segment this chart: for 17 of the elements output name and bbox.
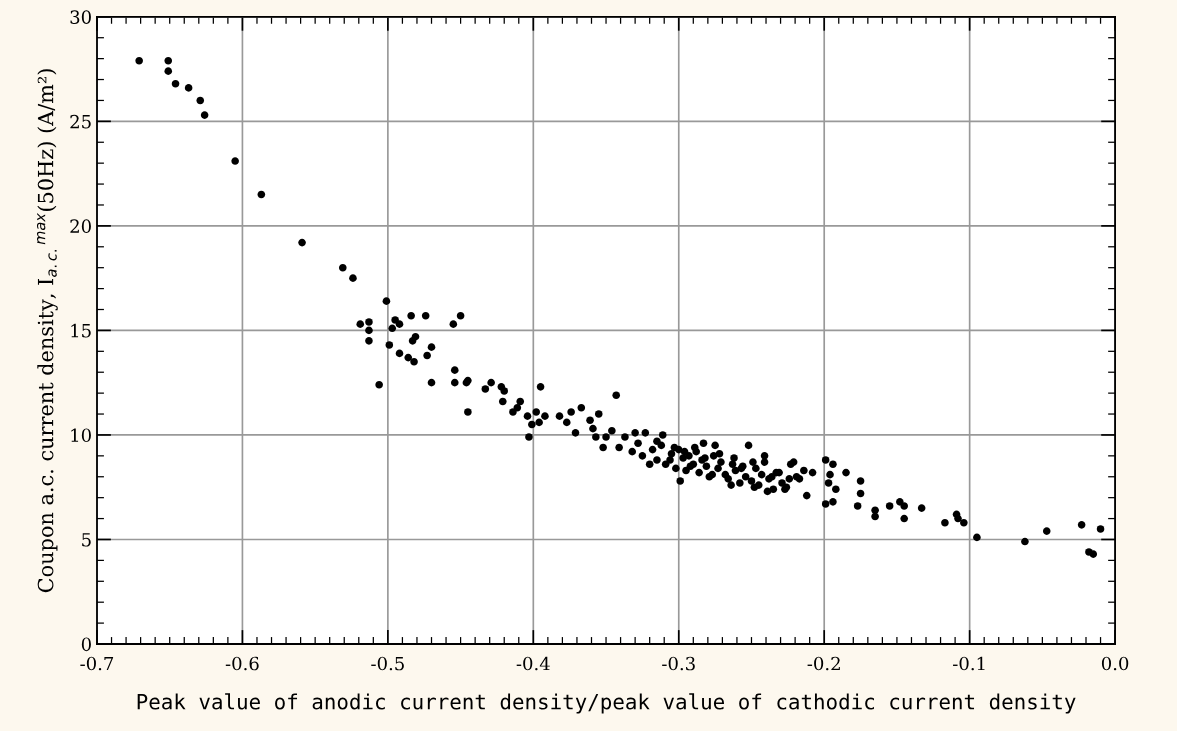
y-tick-label: 30 bbox=[70, 10, 91, 24]
x-tick-label: -0.7 bbox=[80, 656, 114, 671]
y-tick-label: 0 bbox=[81, 637, 91, 652]
x-tick-label: -0.6 bbox=[225, 656, 259, 671]
y-axis-title: Coupon a.c. current density, I$_{a.c.}$$^{max}$(50Hz) (A/m²) bbox=[37, 69, 58, 593]
y-tick-label: 10 bbox=[71, 428, 91, 443]
x-tick-label: -0.5 bbox=[371, 656, 404, 671]
x-tick-label: -0.4 bbox=[516, 656, 550, 671]
x-axis-title: Peak value of anodic current density/peak value of cathodic current density bbox=[137, 693, 1076, 714]
y-tick-label: 20 bbox=[70, 219, 91, 233]
x-tick-label: 0.0 bbox=[1101, 656, 1129, 671]
y-tick-label: 25 bbox=[70, 114, 91, 129]
x-tick-label: -0.1 bbox=[953, 656, 985, 671]
x-tick-label: -0.2 bbox=[807, 656, 840, 671]
x-tick-label: -0.3 bbox=[662, 656, 695, 671]
y-tick-label: 15 bbox=[71, 323, 91, 338]
y-tick-label: 5 bbox=[82, 533, 91, 547]
